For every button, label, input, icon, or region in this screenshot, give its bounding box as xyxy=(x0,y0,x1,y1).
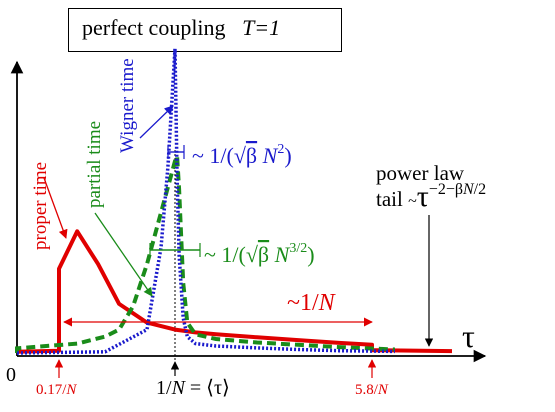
arrow-partial-time xyxy=(95,213,152,296)
series-label-wigner-time: Wigner time xyxy=(117,58,138,153)
x-axis-symbol: τ xyxy=(462,318,475,354)
tick-label-5-8: 5.8/N xyxy=(355,382,389,398)
annotation-partial-width: ~ 1/(√β N3/2) xyxy=(204,241,315,267)
annotation-wigner-width: ~ 1/(√β N2) xyxy=(192,142,292,168)
series-line-wigner-time xyxy=(17,49,395,353)
series-label-proper-time: proper time xyxy=(30,162,51,250)
tick-label-mean: 1/N = ⟨τ⟩ xyxy=(156,377,230,399)
origin-label: 0 xyxy=(6,364,16,386)
tick-label-0-17: 0.17/N xyxy=(36,382,77,398)
annotation-proper-width: ~1/N xyxy=(287,290,337,316)
arrow-wigner-time xyxy=(140,106,173,138)
series-label-partial-time: partial time xyxy=(84,121,105,208)
